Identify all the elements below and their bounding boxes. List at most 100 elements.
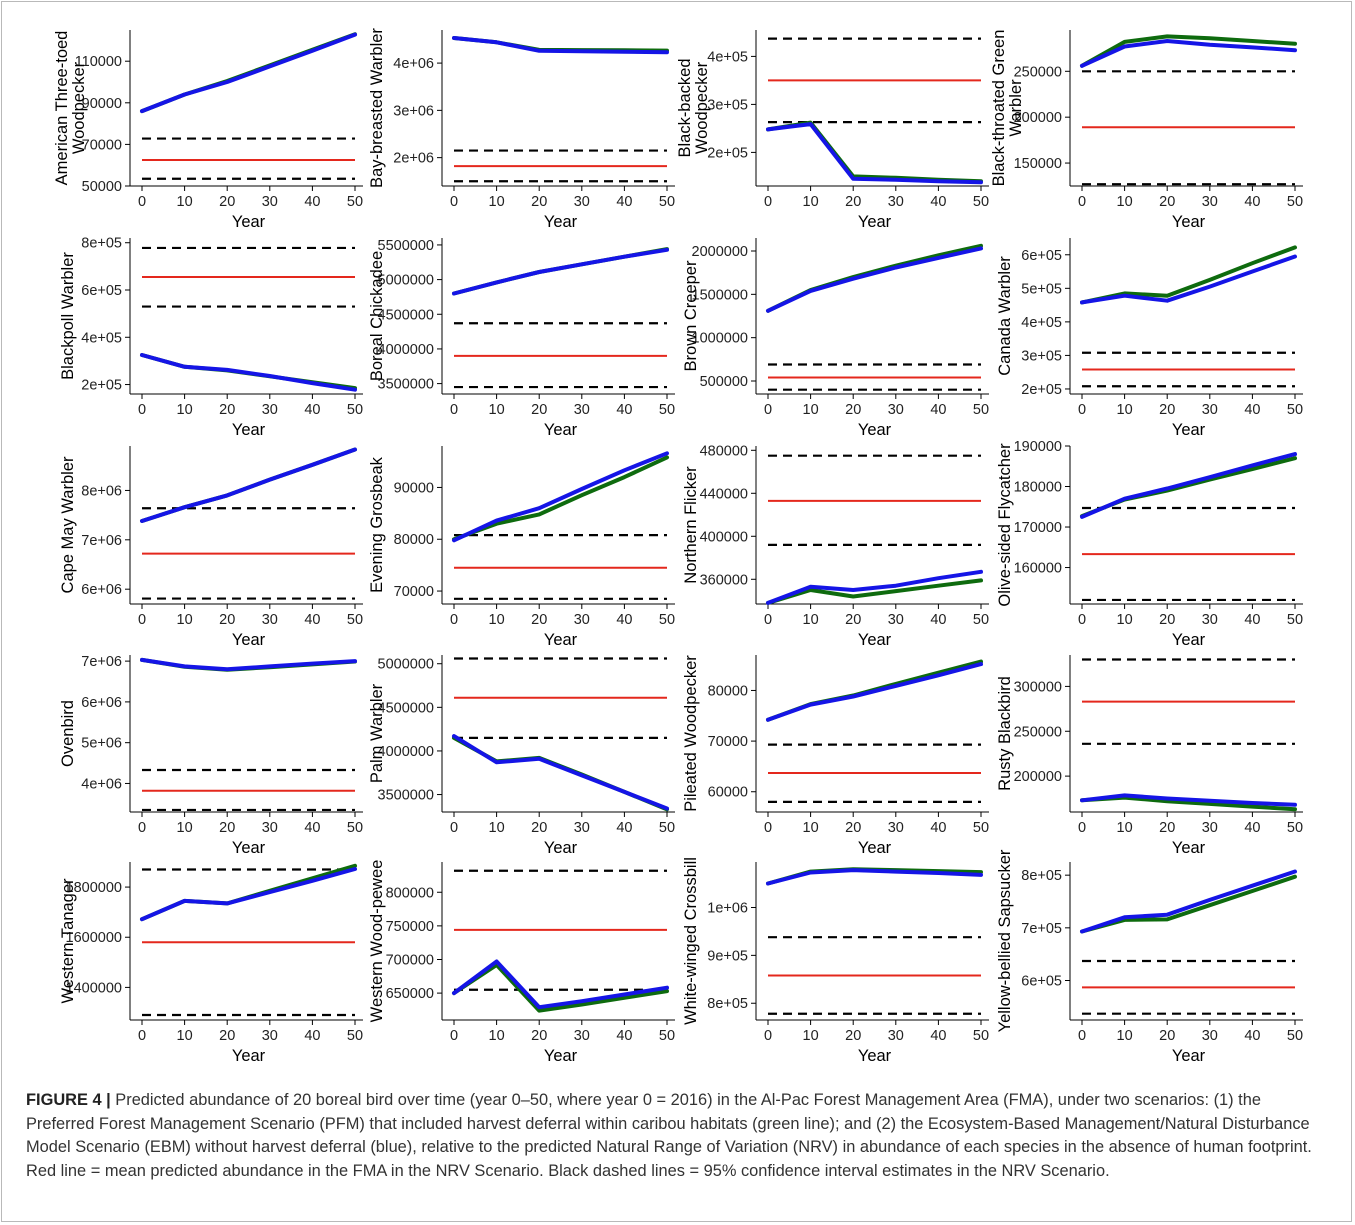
panel-20-x-label: Year [1172,1047,1206,1065]
panel-9-y-label: Cape May Warbler [59,456,77,593]
panel-3-x-tick-label: 10 [803,194,819,210]
panel-18-series-pfm [452,962,669,1013]
panel-9-y-tick-label: 6e+06 [81,582,122,598]
panel-17-series-ebm [140,867,357,922]
panel-14-series-pfm [452,735,669,812]
panel-13-x-tick-label: 50 [347,820,363,836]
panel-11-y-tick-label: 360000 [700,572,748,588]
panel-11-x-tick-label: 50 [973,612,989,628]
panel-15-x-tick-label: 10 [803,820,819,836]
panel-13-y-label: Ovenbird [59,700,77,767]
panel-8-y-tick-label: 2e+05 [1021,382,1062,398]
panel-18-x-label: Year [544,1047,578,1065]
panel-4-x-label: Year [1172,213,1206,231]
panel-20-x-tick-label: 30 [1202,1028,1218,1044]
panel-13-y-tick-label: 7e+06 [81,654,122,670]
panel-2-y-tick-label: 4e+06 [393,56,434,72]
panel-9-x-tick-label: 50 [347,612,363,628]
panel-1-x-tick-label: 40 [304,194,320,210]
panel-12-y-label: Olive-sided Flycatcher [996,443,1014,607]
panel-6-x-tick-label: 10 [489,402,505,418]
panel-8-y-tick-label: 3e+05 [1021,348,1062,364]
panel-6-x-tick-label: 50 [659,402,675,418]
panel-12-y-tick-label: 190000 [1014,439,1062,455]
panel-7-y-tick-label: 500000 [700,374,748,390]
panel-8-x-tick-label: 0 [1078,402,1086,418]
panel-12-y-tick-label: 180000 [1014,480,1062,496]
panel-16-y-tick-label: 300000 [1014,679,1062,695]
panel-19-y-tick-label: 8e+05 [707,996,748,1012]
panel-10-series-ebm [452,451,669,543]
figure-caption: FIGURE 4 | Predicted abundance of 20 bor… [26,1089,1326,1183]
panel-13-y-tick-label: 5e+06 [81,736,122,752]
panel-2-x-tick-label: 40 [616,194,632,210]
panel-13-y-tick-label: 4e+06 [81,776,122,792]
panel-18-x-tick-label: 40 [616,1028,632,1044]
panel-15-x-tick-label: 40 [930,820,946,836]
panel-5-y-tick-label: 6e+05 [81,283,122,299]
panel-20-y-tick-label: 8e+05 [1021,868,1062,884]
panel-19-x-tick-label: 40 [930,1028,946,1044]
panel-17-x-tick-label: 50 [347,1028,363,1044]
panel-10-y-tick-label: 90000 [394,480,434,496]
panel-5-y-label: Blackpoll Warbler [59,252,77,380]
panel-5-x-tick-label: 20 [219,402,235,418]
panel-16-x-tick-label: 30 [1202,820,1218,836]
panel-8-x-tick-label: 10 [1117,402,1133,418]
panel-8-y-label: Canada Warbler [996,256,1014,376]
panel-13-x-tick-label: 30 [262,820,278,836]
panel-3-x-tick-label: 50 [973,194,989,210]
panel-1-x-tick-label: 20 [219,194,235,210]
panel-12-x-tick-label: 0 [1078,612,1086,628]
panel-9-x-tick-label: 20 [219,612,235,628]
panel-2-y-tick-label: 3e+06 [393,103,434,119]
panel-4-y-tick-label: 150000 [1014,156,1062,172]
panel-1-x-tick-label: 30 [262,194,278,210]
panel-4-x-tick-label: 50 [1287,194,1303,210]
panel-11-y-tick-label: 440000 [700,486,748,502]
panel-15-y-tick-label: 60000 [708,785,748,801]
panel-3-y-tick-label: 4e+05 [707,49,748,65]
panel-4-y-label: Warbler [1007,79,1025,137]
panel-20-x-tick-label: 40 [1244,1028,1260,1044]
panel-8-y-tick-label: 6e+05 [1021,248,1062,264]
panel-9-x-tick-label: 0 [138,612,146,628]
panel-20-y-label: Yellow-bellied Sapsucker [996,849,1014,1032]
panel-2-x-tick-label: 0 [450,194,458,210]
panel-11-series-pfm [766,578,983,605]
panel-7-y-tick-label: 1000000 [692,331,748,347]
panel-6-y-tick-label: 5500000 [378,238,434,254]
panel-18-y-tick-label: 800000 [386,885,434,901]
panel-17-x-tick-label: 20 [219,1028,235,1044]
panel-2-x-label: Year [544,213,578,231]
panel-3-x-tick-label: 0 [764,194,772,210]
panel-17-series-pfm [140,863,357,922]
panel-20-x-tick-label: 20 [1159,1028,1175,1044]
panel-6-x-tick-label: 30 [574,402,590,418]
panel-4-y-tick-label: 200000 [1014,110,1062,126]
panel-7-x-tick-label: 20 [845,402,861,418]
panel-17-x-tick-label: 30 [262,1028,278,1044]
panel-19-series-ebm [766,868,983,886]
panel-7-series-ebm [766,246,983,313]
panel-16-x-tick-label: 40 [1244,820,1260,836]
panel-1-y-label: American Three-toed [53,31,71,186]
panel-11-x-tick-label: 0 [764,612,772,628]
panel-5-x-tick-label: 30 [262,402,278,418]
panel-10-x-tick-label: 20 [531,612,547,628]
panel-2-y-label: Bay-breasted Warbler [368,28,386,188]
panel-5-y-tick-label: 8e+05 [81,236,122,252]
panel-5-series-ebm [140,353,357,392]
panel-18-y-tick-label: 700000 [386,952,434,968]
panel-15-x-label: Year [858,839,892,857]
panel-10-y-tick-label: 80000 [394,532,434,548]
panel-11-series-ebm [766,569,983,605]
panel-10-x-tick-label: 30 [574,612,590,628]
panel-19-y-tick-label: 1e+06 [707,900,748,916]
panel-13-series-ebm [140,657,357,672]
panel-10-y-tick-label: 70000 [394,584,434,600]
panel-11-x-tick-label: 10 [803,612,819,628]
panel-12-x-tick-label: 20 [1159,612,1175,628]
panel-14-x-tick-label: 0 [450,820,458,836]
panel-8-x-tick-label: 30 [1202,402,1218,418]
